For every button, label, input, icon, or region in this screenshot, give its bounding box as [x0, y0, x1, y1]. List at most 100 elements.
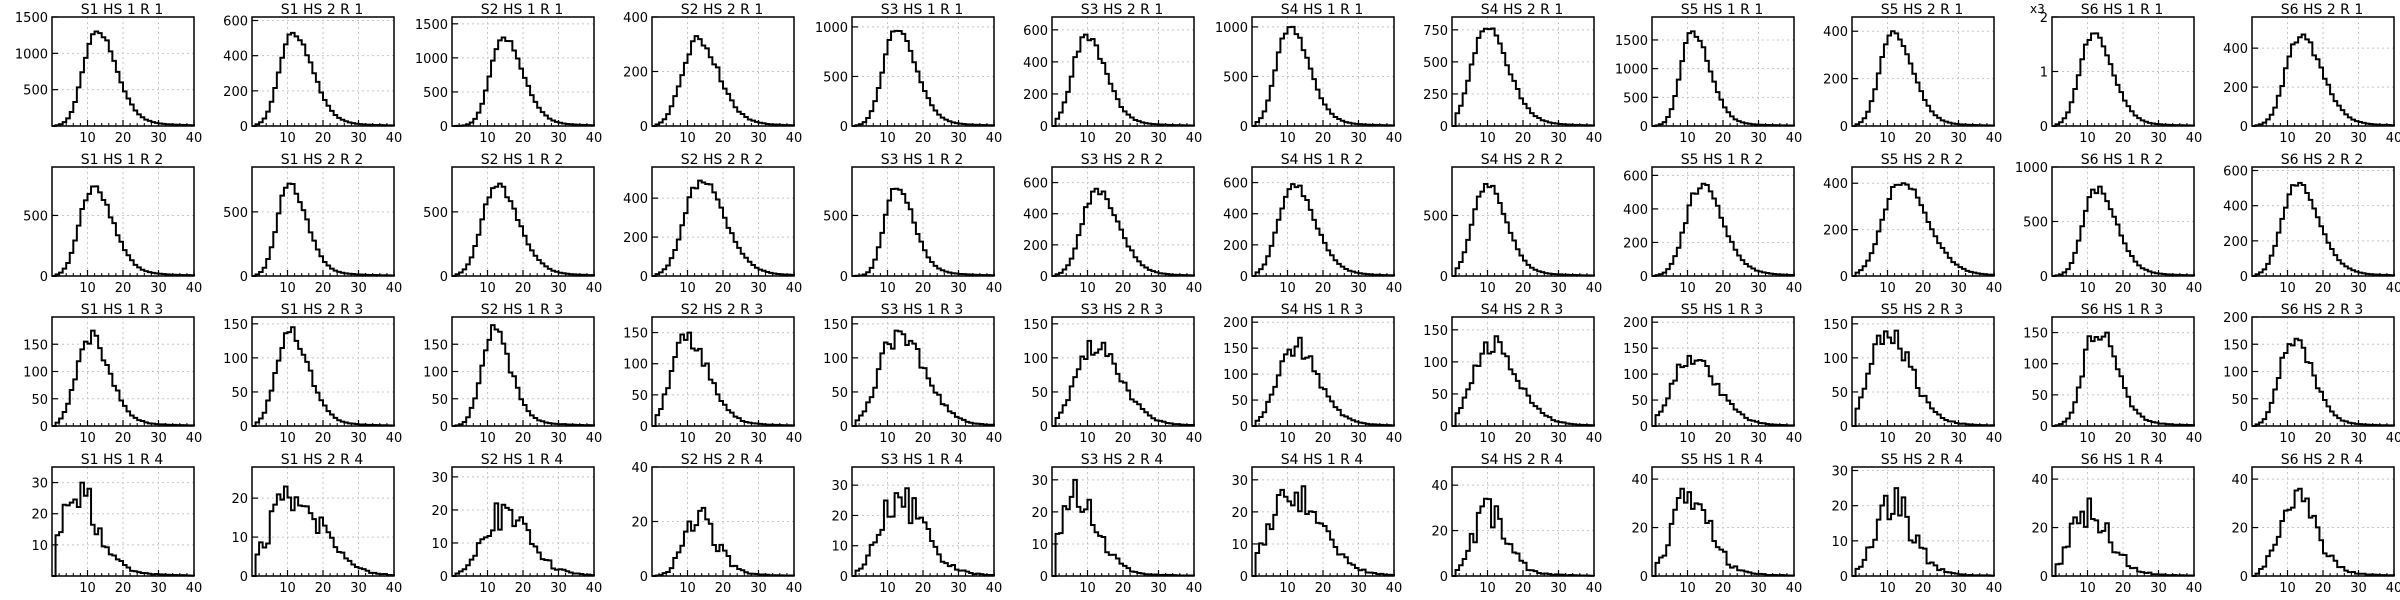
y-tick-label: 1500: [1615, 34, 1648, 49]
x-tick-label: 10: [1079, 431, 1096, 446]
histogram-panel: S6 HS 1 R 4 10 20 30 40 0 20 40: [2000, 450, 2202, 600]
y-tick-label: 400: [623, 192, 648, 207]
histogram-series: [52, 329, 195, 427]
histogram-panel: S5 HS 1 R 1 10 20 30 40 0 500 1000 1500: [1600, 0, 1802, 150]
x-tick-label: 30: [150, 281, 167, 296]
x-tick-label: 30: [950, 581, 967, 596]
panel-title: S3 HS 1 R 1: [880, 2, 964, 18]
x-tick-label: 30: [350, 281, 367, 296]
y-tick-label: 100: [2023, 358, 2048, 373]
x-tick-label: 20: [1515, 281, 1532, 296]
y-tick-label: 50: [631, 389, 648, 404]
x-tick-label: 40: [1186, 431, 1203, 446]
histogram-panel: S5 HS 2 R 3 10 20 30 40 0 50 100 150: [1800, 300, 2002, 450]
panel-title: S4 HS 2 R 1: [1480, 2, 1564, 18]
y-tick-label: 20: [1031, 506, 1048, 521]
panel-title: S3 HS 1 R 4: [880, 452, 964, 468]
panel-title: S6 HS 2 R 4: [2280, 452, 2364, 468]
panel-title: S5 HS 1 R 4: [1680, 452, 1764, 468]
y-tick-label: 0: [840, 270, 848, 285]
histogram-series: [1652, 354, 1795, 427]
y-tick-label: 400: [223, 50, 248, 65]
histogram-series: [1652, 487, 1795, 577]
panel-title: S6 HS 2 R 2: [2280, 152, 2364, 168]
y-tick-label: 20: [2031, 522, 2048, 537]
histogram-series: [1852, 30, 1995, 127]
y-tick-label: 0: [1840, 120, 1848, 135]
y-tick-label: 500: [2023, 216, 2048, 231]
histogram-panel: S6 HS 1 R 2 10 20 30 40 0 500 1000: [2000, 150, 2202, 300]
y-tick-label: 0: [1240, 570, 1248, 585]
panel-title: S6 HS 1 R 3: [2080, 302, 2164, 318]
histogram-panel: S4 HS 1 R 2 10 20 30 40 0 200 400 600: [1200, 150, 1403, 300]
x-tick-label: 10: [479, 281, 496, 296]
histogram-panel: S5 HS 1 R 2 10 20 30 40 0 200 400 600: [1600, 150, 1802, 300]
y-tick-label: 50: [1831, 386, 1848, 401]
x-tick-label: 30: [350, 431, 367, 446]
histogram-panel: S5 HS 2 R 2 10 20 30 40 0 200 400: [1800, 150, 2002, 300]
x-tick-label: 30: [1150, 581, 1167, 596]
histogram-panel: S5 HS 2 R 1 10 20 30 40 0 200 400: [1800, 0, 2002, 150]
x-tick-label: 40: [2386, 581, 2400, 596]
histogram-series: [52, 481, 195, 577]
x-tick-label: 10: [1879, 281, 1896, 296]
y-tick-label: 250: [1423, 88, 1448, 103]
x-tick-label: 10: [479, 581, 496, 596]
panel-title: S3 HS 1 R 2: [880, 152, 964, 168]
y-tick-label: 500: [1223, 70, 1248, 85]
y-tick-label: 600: [1023, 24, 1048, 39]
x-tick-label: 20: [2315, 431, 2332, 446]
y-tick-label: 20: [2231, 522, 2248, 537]
y-tick-label: 1000: [415, 52, 448, 67]
histogram-panel: S2 HS 2 R 1 10 20 30 40 0 200 400: [600, 0, 802, 150]
y-tick-label: 150: [2223, 338, 2248, 353]
histogram-panel: S4 HS 2 R 3 10 20 30 40 0 50 100 150: [1400, 300, 1602, 450]
y-tick-label: 0: [1040, 120, 1048, 135]
y-tick-label: 400: [1823, 177, 1848, 192]
x-tick-label: 20: [515, 131, 532, 146]
panel-title: S1 HS 1 R 4: [80, 452, 164, 468]
y-tick-label: 0: [1840, 570, 1848, 585]
x-tick-label: 30: [1750, 281, 1767, 296]
y-tick-label: 50: [431, 393, 448, 408]
x-tick-label: 30: [2150, 131, 2167, 146]
x-tick-label: 30: [750, 281, 767, 296]
x-tick-label: 10: [79, 281, 96, 296]
y-tick-label: 10: [1831, 535, 1848, 550]
x-tick-label: 40: [2186, 131, 2203, 146]
y-tick-label: 0: [240, 270, 248, 285]
y-tick-label: 2: [2040, 11, 2048, 26]
panel-title: S1 HS 2 R 2: [280, 152, 364, 168]
y-tick-label: 1: [2040, 66, 2048, 81]
x-tick-label: 10: [2279, 281, 2296, 296]
x-tick-label: 10: [79, 581, 96, 596]
y-tick-label: 30: [1031, 474, 1048, 489]
panel-title: S6 HS 1 R 4: [2080, 452, 2164, 468]
y-tick-label: 150: [23, 338, 48, 353]
x-tick-label: 30: [1550, 131, 1567, 146]
x-tick-label: 40: [1386, 281, 1403, 296]
x-tick-label: 30: [1550, 281, 1567, 296]
histogram-plot: 10 20 30 40 0 50 100 150 200: [1623, 316, 1802, 446]
x-tick-label: 10: [2079, 431, 2096, 446]
x-tick-label: 30: [1950, 281, 1967, 296]
x-tick-label: 20: [915, 431, 932, 446]
x-tick-label: 40: [986, 281, 1003, 296]
x-tick-label: 20: [1515, 131, 1532, 146]
x-tick-label: 20: [1315, 581, 1332, 596]
x-tick-label: 20: [1315, 131, 1332, 146]
histogram-series: [1452, 182, 1595, 277]
x-tick-label: 30: [750, 131, 767, 146]
x-tick-label: 10: [1479, 281, 1496, 296]
y-tick-label: 100: [1223, 368, 1248, 383]
histogram-plot: 10 20 30 40 0 10 20 30: [1831, 465, 2002, 596]
histogram-panel: S4 HS 1 R 3 10 20 30 40 0 50 100 150 200: [1200, 300, 1402, 450]
y-tick-label: 0: [1640, 120, 1648, 135]
x-tick-label: 40: [386, 581, 403, 596]
panel-title: S4 HS 2 R 3: [1480, 302, 1564, 318]
y-tick-label: 0: [440, 570, 448, 585]
x-tick-label: 10: [879, 581, 896, 596]
histogram-series: [252, 326, 395, 427]
histogram-series: [1052, 187, 1195, 277]
